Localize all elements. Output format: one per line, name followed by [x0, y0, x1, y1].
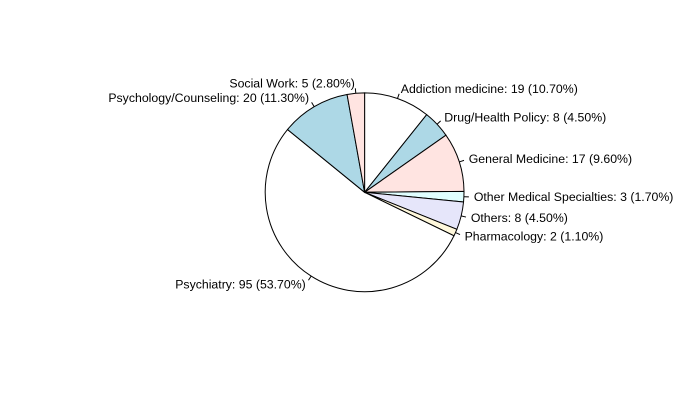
svg-text:Pharmacology: 2 (1.10%): Pharmacology: 2 (1.10%) — [465, 230, 604, 244]
svg-text:Other Medical Specialties: 3 (: Other Medical Specialties: 3 (1.70%) — [474, 190, 674, 204]
svg-text:Psychiatry: 95 (53.70%): Psychiatry: 95 (53.70%) — [175, 277, 306, 291]
svg-text:Others: 8 (4.50%): Others: 8 (4.50%) — [471, 211, 568, 225]
svg-text:Drug/Health Policy: 8 (4.50%): Drug/Health Policy: 8 (4.50%) — [444, 110, 606, 124]
svg-text:General Medicine: 17 (9.60%): General Medicine: 17 (9.60%) — [469, 152, 632, 166]
svg-text:Addiction medicine: 19 (10.70%: Addiction medicine: 19 (10.70%) — [401, 82, 578, 96]
svg-text:Psychology/Counseling: 20 (11.: Psychology/Counseling: 20 (11.30%) — [108, 91, 309, 105]
svg-text:Social Work: 5 (2.80%): Social Work: 5 (2.80%) — [229, 76, 355, 90]
